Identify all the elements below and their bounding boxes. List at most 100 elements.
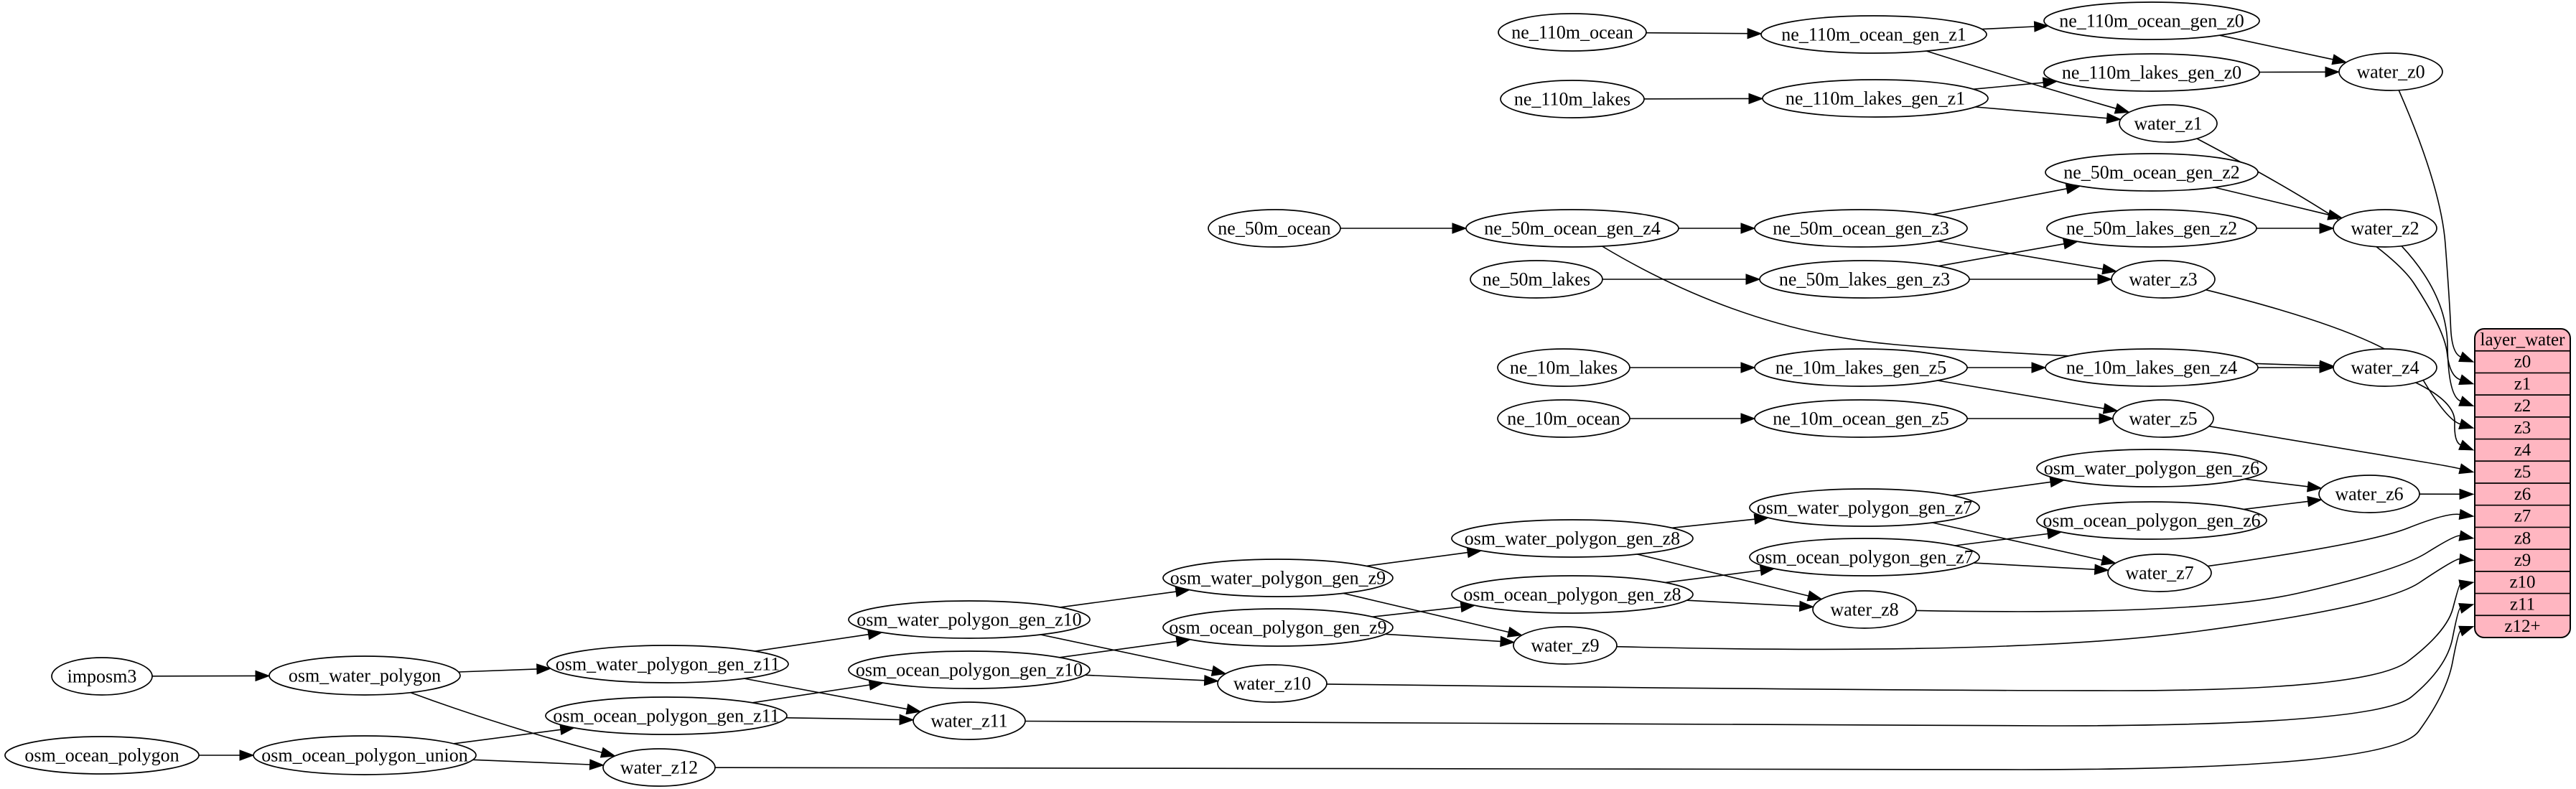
table-title: layer_water (2481, 330, 2566, 350)
node-ellipse (1754, 399, 1968, 438)
node-ellipse (1513, 626, 1618, 665)
edge-water_z2-to-layer-water-z2 (2401, 246, 2475, 407)
edge-osm_ocean_polygon_gen_z7-to-water_z7 (1973, 562, 2110, 575)
edge-line (1372, 606, 1462, 617)
node-label: osm_ocean_polygon_gen_z10 (856, 660, 1083, 681)
node-label: osm_ocean_polygon (24, 745, 179, 766)
node-osm_water_polygon_gen_z9: osm_water_polygon_gen_z9 (1162, 559, 1394, 597)
node-osm_ocean_polygon: osm_ocean_polygon (4, 736, 200, 775)
node-ne_50m_ocean_gen_z3: ne_50m_ocean_gen_z3 (1754, 209, 1968, 248)
arrowhead-icon (1203, 675, 1220, 686)
arrowhead-icon (2458, 625, 2475, 637)
arrowhead-icon (1740, 413, 1756, 424)
node-osm_ocean_polygon_gen_z9: osm_ocean_polygon_gen_z9 (1162, 608, 1394, 647)
arrowhead-icon (2459, 488, 2475, 500)
node-label: osm_water_polygon_gen_z6 (2044, 458, 2259, 479)
node-label: ne_50m_lakes_gen_z2 (2066, 218, 2237, 239)
edge-osm_water_polygon_gen_z11-to-water_z11 (744, 678, 922, 715)
arrowhead-icon (1210, 665, 1227, 676)
arrowhead-icon (536, 663, 552, 675)
node-ellipse (1760, 15, 1987, 54)
arrowhead-icon (1798, 600, 1815, 612)
node-label: ne_50m_ocean_gen_z4 (1484, 218, 1660, 239)
node-ne_110m_ocean_gen_z0: ne_110m_ocean_gen_z0 (2043, 1, 2260, 40)
edge-water_z0-to-layer-water-z0 (2398, 90, 2475, 363)
edge-ne_10m_lakes_gen_z4-to-water_z4 (2258, 362, 2335, 373)
node-ellipse (2045, 153, 2259, 192)
edge-osm_water_polygon_gen_z9-to-water_z9 (1343, 592, 1523, 638)
edge-ne_10m_lakes-to-ne_10m_lakes_gen_z5 (1630, 362, 1756, 373)
edge-line (2207, 513, 2460, 567)
node-water_z12: water_z12 (602, 748, 716, 787)
node-label: water_z7 (2125, 563, 2193, 584)
edge-line (2214, 187, 2329, 215)
edge-osm_ocean_polygon_union-to-water_z12 (472, 759, 605, 770)
node-label: ne_50m_lakes (1483, 269, 1590, 290)
node-ne_10m_ocean: ne_10m_ocean (1497, 399, 1630, 438)
node-ellipse (545, 696, 788, 735)
table-row-z1: z1 (2514, 374, 2531, 393)
node-osm_water_polygon_gen_z10: osm_water_polygon_gen_z10 (848, 600, 1091, 639)
arrowhead-icon (2100, 554, 2117, 566)
edge-osm_water_polygon_gen_z7-to-water_z7 (1932, 522, 2117, 566)
arrowhead-icon (2102, 403, 2119, 414)
node-label: ne_10m_ocean (1507, 408, 1620, 429)
edge-ne_110m_lakes_gen_z0-to-water_z0 (2259, 66, 2341, 78)
node-label: osm_ocean_polygon_gen_z6 (2043, 510, 2260, 531)
node-ellipse (2338, 52, 2443, 91)
edge-osm_ocean_polygon_gen_z10-to-water_z10 (1085, 674, 1220, 686)
node-label: water_z4 (2351, 358, 2419, 378)
edge-line (1982, 26, 2035, 30)
table-row-z11: z11 (2510, 594, 2535, 614)
node-ellipse (51, 657, 153, 696)
edge-osm_water_polygon-to-water_z12 (410, 691, 617, 758)
node-label: water_z2 (2351, 218, 2419, 239)
edge-osm_ocean_polygon_gen_z11-to-water_z11 (785, 714, 915, 726)
arrowhead-icon (2319, 223, 2335, 234)
node-ellipse (2107, 554, 2212, 592)
node-ellipse (1162, 559, 1394, 597)
node-ne_50m_lakes: ne_50m_lakes (1470, 260, 1603, 299)
node-ellipse (1500, 80, 1645, 118)
table-row-z0: z0 (2514, 353, 2531, 372)
table-row-z12+: z12+ (2504, 617, 2540, 636)
edge-line (785, 717, 900, 721)
node-label: water_z1 (2134, 113, 2202, 134)
node-label: osm_water_polygon_gen_z7 (1757, 498, 1972, 518)
arrowhead-icon (2114, 103, 2130, 114)
arrowhead-icon (2458, 602, 2475, 614)
edge-line (1060, 591, 1177, 608)
node-ellipse (1749, 488, 1980, 527)
edge-osm_ocean_polygon_gen_z9-to-water_z9 (1385, 633, 1516, 648)
node-ne_110m_ocean: ne_110m_ocean (1498, 13, 1647, 52)
edge-osm_water_polygon_gen_z11-to-osm_water_polygon_gen_z10 (755, 629, 883, 652)
arrowhead-icon (2031, 362, 2047, 373)
arrowhead-icon (589, 759, 605, 770)
arrowhead-icon (255, 670, 271, 682)
edge-water_z5-to-layer-water-z5 (2208, 425, 2475, 475)
node-ellipse (1497, 348, 1630, 387)
arrowhead-icon (2307, 495, 2323, 508)
edge-line (2415, 382, 2461, 446)
node-ellipse (1754, 209, 1968, 248)
edge-line (1385, 633, 1501, 643)
edge-osm_water_polygon_gen_z6-to-water_z6 (2244, 478, 2323, 492)
node-ellipse (2318, 475, 2420, 513)
node-ellipse (1754, 348, 1968, 387)
node-label: ne_50m_lakes_gen_z3 (1779, 269, 1950, 290)
edge-osm_ocean_polygon_gen_z10-to-osm_ocean_polygon_gen_z9 (1059, 635, 1192, 658)
node-label: osm_ocean_polygon_gen_z7 (1755, 547, 1973, 568)
edge-line (1937, 380, 2104, 409)
nodes-layer: imposm3 osm_water_polygon osm_ocean_polygo… (4, 1, 2443, 787)
node-label: water_z11 (930, 711, 1007, 732)
node-water_z2: water_z2 (2333, 209, 2437, 248)
node-osm_water_polygon: osm_water_polygon (269, 655, 461, 696)
edge-line (1366, 551, 1468, 567)
edge-line (1915, 535, 2460, 612)
edge-line (1686, 599, 1800, 607)
table-row-z6: z6 (2514, 485, 2531, 504)
node-label: water_z5 (2129, 408, 2197, 429)
arrowhead-icon (2319, 362, 2335, 373)
node-ellipse (2043, 53, 2260, 92)
